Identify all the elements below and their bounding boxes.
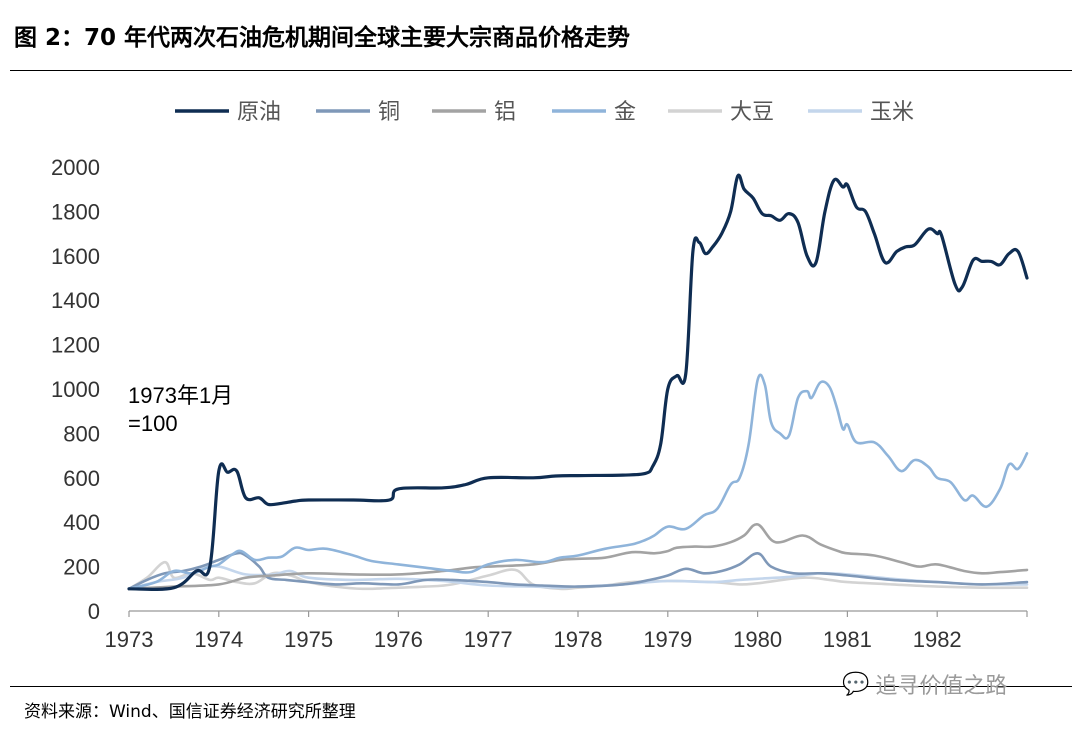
y-tick-label: 1800 [51,199,100,224]
x-tick-label: 1973 [105,627,154,652]
y-axis: 0 200 400 600 800 1000 1200 1400 1600 1800 2000 [51,155,100,624]
y-tick-label: 1000 [51,377,100,402]
series-line-4 [127,373,1029,591]
chart-legend: 原油 铜 铝 金 大豆 玉米 [175,100,914,125]
figure-title: 图 2：70 年代两次石油危机期间全球主要大宗商品价格走势 [14,25,631,51]
x-tick-label: 1976 [374,627,423,652]
y-tick-label: 2000 [51,155,100,180]
series-line-2 [127,551,1029,591]
index-base-note: 1973年1月 =100 [128,382,233,438]
legend-label: 金 [614,100,636,125]
series-line-5 [127,560,1029,591]
x-tick-label: 1979 [643,627,692,652]
y-tick-label: 600 [63,466,100,491]
footer-divider [10,686,1072,687]
x-tick-label: 1980 [733,627,782,652]
y-tick-label: 400 [63,510,100,535]
legend-label: 大豆 [730,100,774,125]
index-base-note-line2: =100 [128,411,178,436]
x-tick-label: 1974 [194,627,243,652]
y-tick-label: 1600 [51,244,100,269]
x-tick-label: 1981 [823,627,872,652]
series-line-3 [127,523,1029,591]
x-axis: 1973 1974 1975 1976 1977 1978 1979 1980 1981 1982 [105,610,1028,652]
x-tick-label: 1982 [913,627,962,652]
y-tick-label: 800 [63,421,100,446]
title-divider [10,70,1072,71]
y-tick-label: 1200 [51,333,100,358]
source-note: 资料来源：Wind、国信证券经济研究所整理 [24,702,356,722]
wechat-icon: 💬 [842,671,870,697]
legend-label: 原油 [237,100,281,125]
y-tick-label: 200 [63,555,100,580]
x-tick-label: 1975 [284,627,333,652]
legend-label: 铝 [494,100,516,125]
legend-label: 铜 [378,100,400,125]
x-tick-label: 1978 [554,627,603,652]
watermark: 💬 追寻价值之路 [842,668,1007,700]
x-tick-label: 1977 [464,627,513,652]
series-line-1 [127,173,1029,592]
index-base-note-line1: 1973年1月 [128,383,234,408]
chart-series-group [127,173,1029,592]
y-tick-label: 0 [88,599,100,624]
y-tick-label: 1400 [51,288,100,313]
watermark-text: 追寻价值之路 [875,674,1008,699]
legend-label: 玉米 [870,100,914,125]
